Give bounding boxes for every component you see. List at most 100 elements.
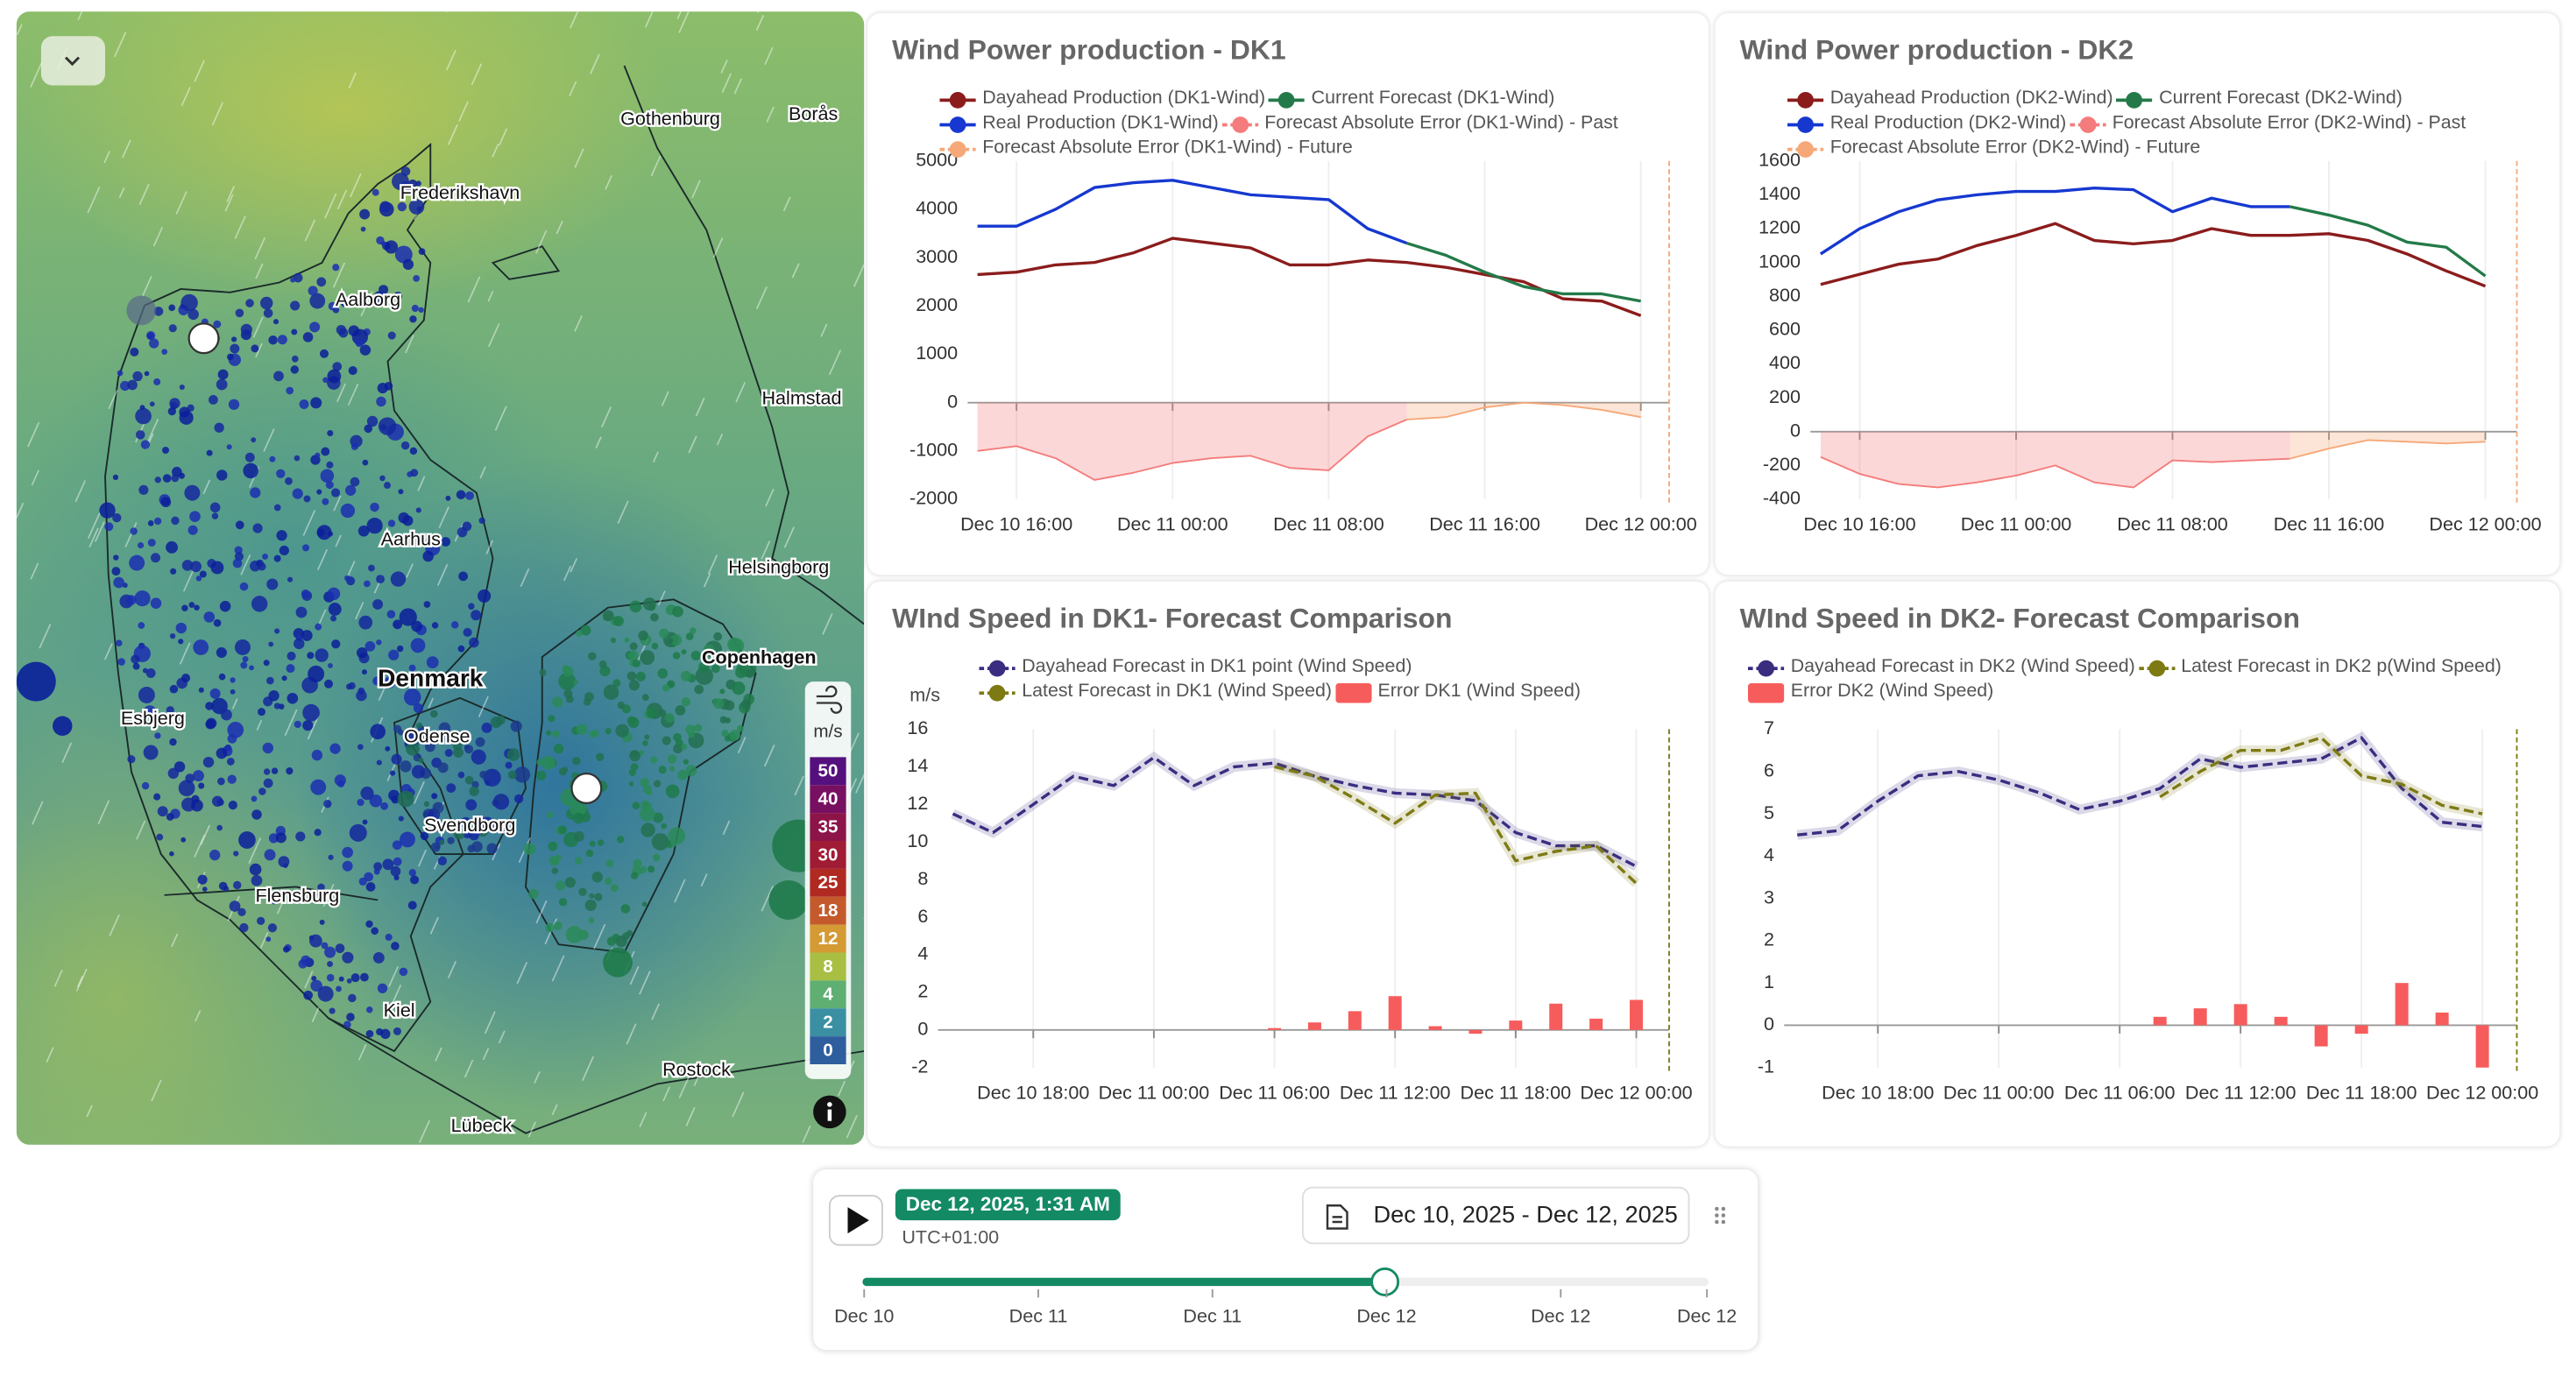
- turbine: [348, 681, 356, 690]
- legend-item[interactable]: Current Forecast (DK2-Wind): [2116, 87, 2403, 111]
- wind-map[interactable]: Gothenburg Borås Frederikshavn Aalborg Halms…: [16, 11, 865, 1145]
- turbine: [641, 694, 649, 702]
- turbine: [572, 757, 581, 766]
- wind-streak: [311, 1006, 320, 1023]
- wind-streak: [761, 540, 771, 560]
- place-label: Kiel: [384, 999, 415, 1021]
- x-tick-label: Dec 11 16:00: [1429, 513, 1540, 535]
- legend-item[interactable]: Dayahead Forecast in DK2 (Wind Speed): [1748, 655, 2135, 680]
- turbine: [641, 901, 648, 907]
- turbine: [310, 779, 327, 795]
- turbine: [233, 880, 242, 890]
- location-marker[interactable]: [188, 322, 220, 355]
- turbine: [143, 745, 159, 760]
- wind-streaks: [16, 11, 865, 1143]
- turbine: [558, 825, 567, 835]
- turbine: [153, 307, 164, 316]
- turbine: [227, 353, 234, 361]
- turbine: [168, 324, 177, 333]
- turbine: [169, 632, 176, 639]
- place-label: Svendborg: [424, 814, 515, 836]
- turbine: [506, 748, 520, 761]
- legend-item[interactable]: Current Forecast (DK1-Wind): [1268, 87, 1554, 111]
- legend-item[interactable]: Real Production (DK1-Wind): [939, 112, 1219, 137]
- turbine: [161, 446, 170, 455]
- wind-streak: [685, 1106, 696, 1126]
- turbine: [635, 671, 646, 681]
- legend-item[interactable]: Forecast Absolute Error (DK2-Wind) - Pas…: [2069, 112, 2466, 137]
- error-bar: [1629, 999, 1643, 1030]
- turbine: [359, 208, 371, 220]
- turbine: [202, 756, 215, 768]
- legend-item[interactable]: Error DK1 (Wind Speed): [1334, 680, 1581, 704]
- slider-knob[interactable]: [1370, 1267, 1400, 1296]
- wind-streak: [782, 196, 791, 212]
- legend-item[interactable]: Forecast Absolute Error (DK1-Wind) - Pas…: [1221, 112, 1618, 137]
- place-label: Copenhagen: [702, 646, 816, 668]
- turbine: [240, 323, 252, 335]
- legend-dot: [1231, 116, 1249, 132]
- turbine: [317, 883, 325, 892]
- turbine: [362, 819, 368, 825]
- turbine: [268, 641, 274, 647]
- legend-item[interactable]: Dayahead Production (DK2-Wind): [1787, 87, 2113, 111]
- location-marker[interactable]: [570, 773, 603, 804]
- drag-handle[interactable]: [1715, 1206, 1726, 1225]
- turbine: [268, 335, 278, 345]
- chart-title: WInd Speed in DK1- Forecast Comparison: [892, 603, 1453, 634]
- turbine: [295, 831, 306, 842]
- legend-item[interactable]: Forecast Absolute Error (DK2-Wind) - Fut…: [1787, 137, 2200, 161]
- turbine: [154, 732, 161, 739]
- wind-streak: [487, 290, 494, 302]
- wind-streak: [231, 698, 238, 710]
- turbine: [615, 724, 629, 738]
- turbine: [555, 854, 563, 861]
- turbine: [712, 698, 725, 710]
- turbine: [563, 666, 574, 677]
- y-tick-label: -1: [1758, 1055, 1774, 1077]
- legend-item[interactable]: Dayahead Production (DK1-Wind): [939, 87, 1265, 111]
- turbine: [262, 554, 268, 560]
- place-label: Borås: [789, 102, 838, 124]
- turbine: [130, 347, 139, 357]
- wind-streak: [357, 1044, 367, 1061]
- turbine: [397, 536, 408, 547]
- legend-swatch: [810, 1008, 846, 1037]
- error-bar: [1307, 1022, 1321, 1030]
- turbine: [166, 706, 174, 715]
- turbine: [594, 893, 603, 901]
- legend-item[interactable]: Latest Forecast in DK1 (Wind Speed): [979, 680, 1332, 704]
- turbine: [355, 338, 364, 348]
- wind-streak: [118, 187, 125, 199]
- turbine: [505, 761, 513, 769]
- turbine: [374, 291, 383, 300]
- legend-item[interactable]: Forecast Absolute Error (DK1-Wind) - Fut…: [939, 137, 1353, 161]
- turbine: [319, 349, 329, 358]
- wind-streak: [600, 406, 612, 428]
- area-line: [1820, 455, 2290, 489]
- turbine: [282, 946, 290, 953]
- turbine: [465, 799, 478, 811]
- wind-streak: [103, 151, 110, 164]
- date-range-button[interactable]: [1301, 1186, 1690, 1245]
- turbine: [460, 816, 472, 829]
- error-bar: [2435, 1012, 2449, 1026]
- collapse-button[interactable]: [40, 36, 105, 86]
- wind-streak: [31, 470, 39, 486]
- turbine: [583, 697, 591, 706]
- turbine: [664, 712, 675, 724]
- turbine: [573, 679, 579, 685]
- legend-marker: [1787, 91, 1824, 108]
- legend-item[interactable]: Real Production (DK2-Wind): [1787, 112, 2066, 137]
- legend-item[interactable]: Error DK2 (Wind Speed): [1748, 680, 1993, 704]
- legend-item[interactable]: Dayahead Forecast in DK1 point (Wind Spe…: [979, 655, 1412, 680]
- turbine: [277, 335, 287, 345]
- turbine: [358, 615, 373, 630]
- turbine: [251, 437, 257, 443]
- y-tick-label: 400: [1769, 351, 1801, 373]
- legend-item[interactable]: Latest Forecast in DK2 p(Wind Speed): [2138, 655, 2502, 680]
- series-line: [952, 756, 1638, 868]
- wind-streak: [626, 1023, 637, 1045]
- turbine: [322, 498, 329, 505]
